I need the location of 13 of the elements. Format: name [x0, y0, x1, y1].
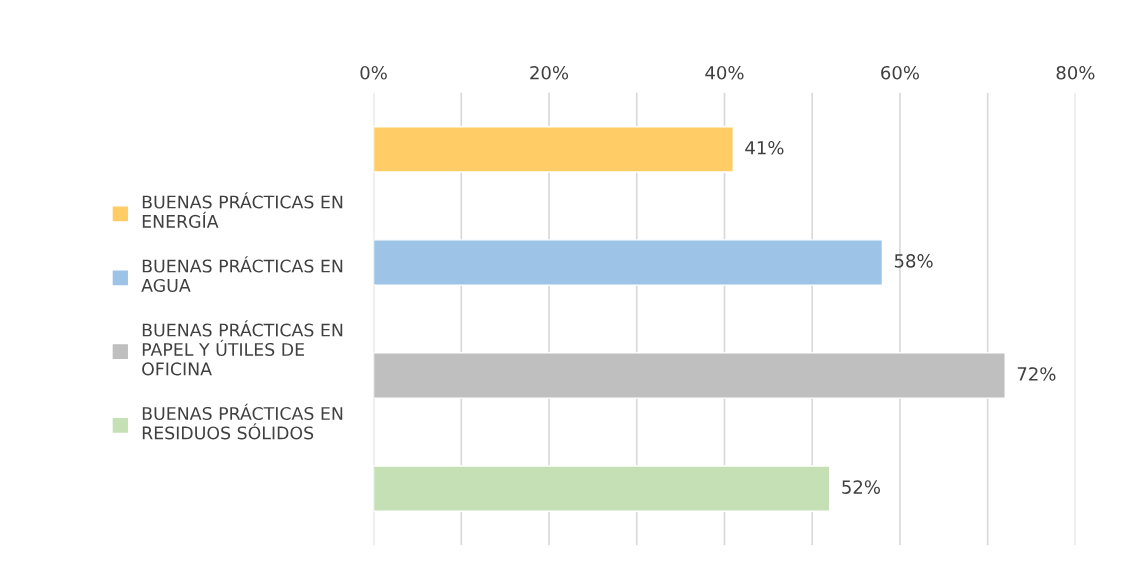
- legend-label: BUENAS PRÁCTICAS EN RESIDUOS SÓLIDOS: [142, 403, 343, 440]
- x-tick-label: 0%: [360, 65, 387, 80]
- data-label: 72%: [1017, 367, 1056, 381]
- legend-label: BUENAS PRÁCTICAS EN PAPEL Y ÚTILES DE OFICINA: [142, 320, 343, 376]
- x-tick-label: 60%: [881, 65, 920, 80]
- legend-label: BUENAS PRÁCTICAS EN ENERGÍA: [142, 192, 343, 229]
- data-label: 58%: [894, 254, 933, 268]
- legend-label: BUENAS PRÁCTICAS EN AGUA: [141, 256, 343, 293]
- data-label: 52%: [842, 480, 880, 494]
- x-tick-label: 80%: [1056, 65, 1095, 80]
- x-tick-label: 20%: [530, 65, 569, 80]
- x-tick-label: 40%: [705, 65, 744, 80]
- data-label: 41%: [745, 140, 784, 155]
